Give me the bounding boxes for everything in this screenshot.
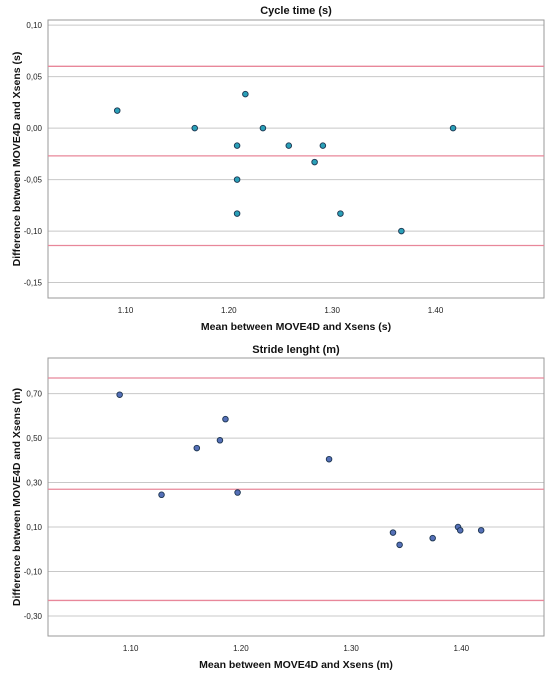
data-point bbox=[398, 227, 405, 235]
x-tick-label: 1.20 bbox=[233, 644, 249, 653]
data-point bbox=[113, 107, 121, 114]
x-tick-label: 1.30 bbox=[343, 644, 359, 653]
data-point bbox=[234, 489, 241, 496]
x-axis-label: Mean between MOVE4D and Xsens (s) bbox=[201, 321, 391, 333]
x-tick-label: 1.40 bbox=[454, 644, 470, 653]
y-tick-label: -0,30 bbox=[24, 612, 43, 621]
y-tick-label: 0,05 bbox=[26, 73, 42, 82]
data-point bbox=[116, 391, 123, 398]
plot-frame bbox=[47, 357, 545, 637]
chart-title: Cycle time (s) bbox=[260, 5, 332, 17]
data-point bbox=[319, 142, 327, 149]
stride-length-plot: Stride lenght (m) 0,70 0,50 0,30 0,10 -0,10 -0… bbox=[11, 344, 545, 671]
y-tick-label: 0,70 bbox=[26, 390, 42, 399]
data-point bbox=[429, 534, 436, 542]
y-tick-label: -0,05 bbox=[24, 176, 43, 185]
data-point bbox=[449, 124, 457, 132]
data-point bbox=[158, 491, 165, 499]
data-point bbox=[389, 529, 397, 536]
x-tick-label: 1.10 bbox=[123, 644, 139, 653]
y-tick-label: 0,10 bbox=[26, 523, 42, 532]
x-axis-label: Mean between MOVE4D and Xsens (m) bbox=[199, 659, 393, 671]
y-axis-label: Difference between MOVE4D and Xsens (s) bbox=[11, 52, 23, 267]
data-point bbox=[233, 210, 241, 217]
data-point bbox=[285, 142, 293, 149]
x-tick-label: 1.10 bbox=[118, 306, 134, 315]
stride-length-chart: Stride lenght (m) 0,70 0,50 0,30 0,10 -0,10 -0… bbox=[0, 340, 550, 679]
cycle-time-chart: Cycle time (s) 0,10 0,05 0,00 -0,05 -0,10 -0,1… bbox=[11, 5, 545, 333]
plot-frame bbox=[47, 19, 545, 299]
x-tick-label: 1.40 bbox=[428, 306, 444, 315]
y-tick-label: -0,10 bbox=[24, 227, 43, 236]
data-point bbox=[337, 210, 344, 217]
data-point bbox=[477, 527, 485, 534]
y-tick-label: 0,30 bbox=[26, 479, 42, 488]
data-point bbox=[456, 527, 464, 534]
data-point bbox=[216, 437, 224, 444]
data-point bbox=[233, 142, 241, 149]
y-axis-label: Difference between MOVE4D and Xsens (m) bbox=[11, 388, 23, 606]
data-point bbox=[242, 90, 249, 98]
y-tick-label: 0,10 bbox=[26, 21, 42, 30]
data-point bbox=[233, 176, 241, 183]
data-point bbox=[222, 415, 229, 423]
data-point bbox=[191, 124, 198, 132]
data-point bbox=[325, 455, 333, 463]
data-point bbox=[396, 541, 403, 549]
chart-title: Stride lenght (m) bbox=[252, 344, 340, 356]
cycle-time-plot: Cycle time (s) 0,10 0,05 0,00 -0,05 -0,10 -0,1… bbox=[11, 5, 545, 333]
y-tick-label: 0,50 bbox=[26, 434, 42, 443]
y-tick-label: -0,10 bbox=[24, 568, 43, 577]
y-tick-label: 0,00 bbox=[26, 124, 42, 133]
x-tick-label: 1.30 bbox=[324, 306, 340, 315]
data-point bbox=[311, 158, 318, 166]
x-tick-label: 1.20 bbox=[221, 306, 237, 315]
data-point bbox=[193, 444, 201, 452]
y-tick-label: -0,15 bbox=[24, 279, 43, 288]
data-point bbox=[259, 124, 267, 132]
